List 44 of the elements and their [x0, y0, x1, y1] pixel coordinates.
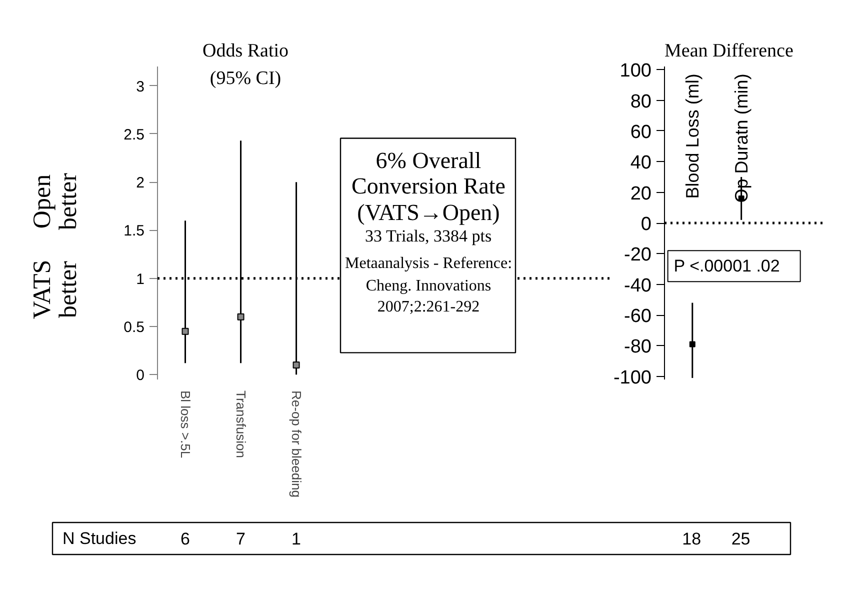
text: VATS better [29, 260, 82, 320]
text: 7 [236, 530, 246, 548]
y-tick-label: 1.5 [124, 222, 145, 240]
annotation: P <.00001 .02 [674, 256, 780, 276]
y-tick-label: 0 [136, 367, 144, 384]
text: Open better [29, 172, 82, 230]
y-tick-label: 0.5 [124, 319, 145, 336]
chart-title: Odds Ratio [202, 40, 289, 62]
text: (VATS→Open) [357, 200, 500, 226]
text: 2007;2:261-292 [377, 298, 480, 316]
text: 25 [731, 530, 750, 548]
x-tick-label: Transfusion [233, 390, 248, 458]
text: 1 [292, 530, 302, 548]
y-tick-label: 2.5 [124, 126, 145, 144]
text: 33 Trials, 3384 pts [365, 226, 492, 246]
text: N Studies [62, 529, 136, 548]
y-tick-label: 80 [630, 91, 652, 112]
y-tick-label: 0 [640, 214, 652, 235]
y-tick-label: 100 [620, 60, 652, 82]
chart-title: Mean Difference [664, 40, 794, 62]
point [182, 328, 189, 335]
text: Metaanalysis - Reference: [344, 255, 512, 272]
text: 6 [180, 530, 190, 548]
y-tick-label: 1 [136, 270, 144, 288]
x-tick-label: Bl loss >.5L [178, 390, 193, 458]
x-tick-label: Re-op for bleeding [288, 390, 304, 498]
y-tick-label: 3 [136, 78, 144, 96]
point [292, 362, 300, 369]
y-tick-label: -80 [624, 336, 652, 358]
text: Conversion Rate [352, 173, 506, 198]
y-tick-label: -60 [624, 306, 652, 328]
y-tick-label: -20 [624, 244, 652, 266]
y-tick-label: 40 [630, 152, 652, 174]
x-tick-label: Blood Loss (ml) [682, 74, 702, 199]
y-tick-label: 20 [630, 183, 652, 204]
y-tick-label: 60 [630, 122, 652, 143]
y-tick-label: -100 [613, 367, 652, 388]
y-tick-label: 2 [136, 174, 144, 192]
text: 18 [682, 530, 702, 548]
y-tick-label: -40 [624, 275, 652, 296]
chart-subtitle: (95% CI) [210, 68, 282, 90]
text: 6% Overall [376, 148, 482, 174]
point [237, 313, 244, 320]
text: Cheng. Innovations [366, 278, 492, 295]
